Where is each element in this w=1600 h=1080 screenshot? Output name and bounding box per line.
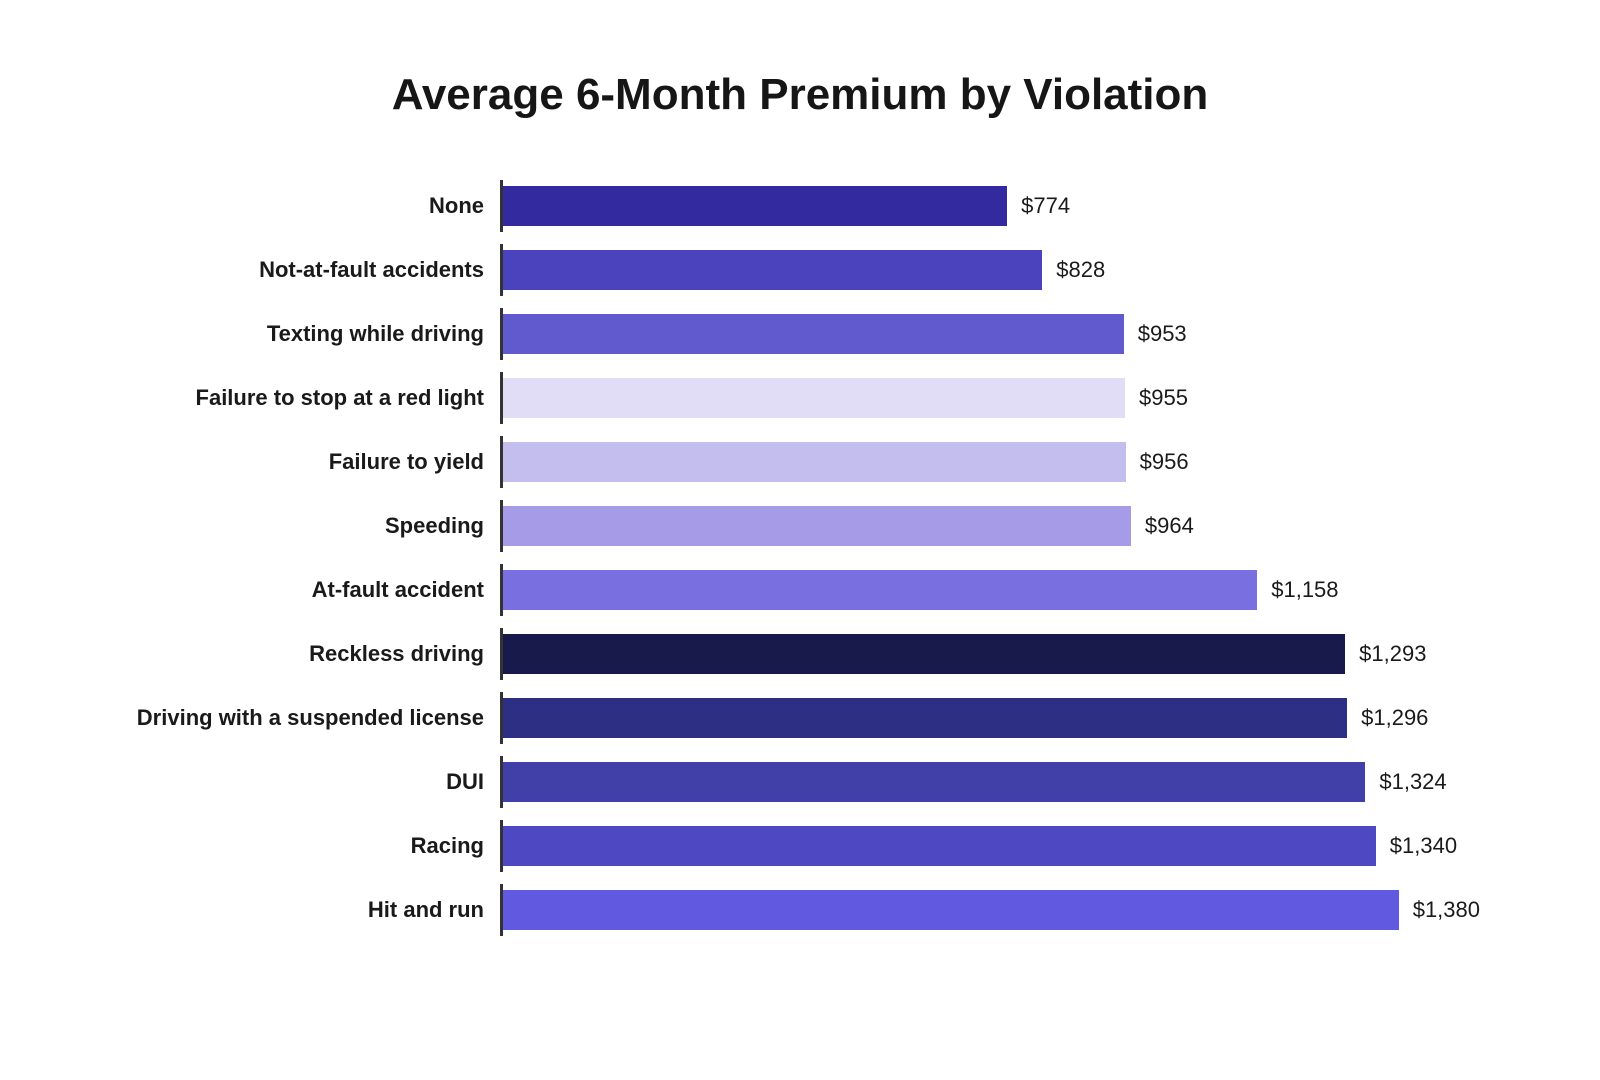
chart-row: Racing $1,340 (120, 820, 1480, 872)
value-label: $955 (1125, 385, 1188, 411)
bar-area: $1,158 (500, 564, 1480, 616)
bar (503, 506, 1131, 546)
chart-title: Average 6-Month Premium by Violation (120, 70, 1480, 120)
value-label: $1,340 (1376, 833, 1457, 859)
category-label: DUI (120, 769, 500, 795)
bar-chart: None $774 Not-at-fault accidents $828 Textin… (120, 180, 1480, 936)
chart-container: Average 6-Month Premium by Violation Non… (0, 0, 1600, 1080)
bar-area: $956 (500, 436, 1480, 488)
value-label: $1,158 (1257, 577, 1338, 603)
value-label: $964 (1131, 513, 1194, 539)
bar (503, 890, 1399, 930)
value-label: $956 (1126, 449, 1189, 475)
bar (503, 378, 1125, 418)
value-label: $1,296 (1347, 705, 1428, 731)
bar-area: $1,293 (500, 628, 1480, 680)
category-label: Speeding (120, 513, 500, 539)
bar (503, 698, 1347, 738)
category-label: None (120, 193, 500, 219)
bar (503, 314, 1124, 354)
category-label: Hit and run (120, 897, 500, 923)
category-label: Texting while driving (120, 321, 500, 347)
category-label: Not-at-fault accidents (120, 257, 500, 283)
bar (503, 186, 1007, 226)
chart-row: Speeding $964 (120, 500, 1480, 552)
category-label: At-fault accident (120, 577, 500, 603)
chart-row: DUI $1,324 (120, 756, 1480, 808)
chart-row: Failure to stop at a red light $955 (120, 372, 1480, 424)
value-label: $1,380 (1399, 897, 1480, 923)
value-label: $828 (1042, 257, 1105, 283)
bar (503, 826, 1376, 866)
category-label: Failure to stop at a red light (120, 385, 500, 411)
category-label: Reckless driving (120, 641, 500, 667)
chart-row: Driving with a suspended license $1,296 (120, 692, 1480, 744)
bar (503, 250, 1042, 290)
chart-row: None $774 (120, 180, 1480, 232)
value-label: $953 (1124, 321, 1187, 347)
bar-area: $953 (500, 308, 1480, 360)
bar-area: $828 (500, 244, 1480, 296)
bar-area: $1,296 (500, 692, 1480, 744)
chart-row: Not-at-fault accidents $828 (120, 244, 1480, 296)
value-label: $1,324 (1365, 769, 1446, 795)
bar-area: $1,340 (500, 820, 1480, 872)
bar-area: $1,380 (500, 884, 1480, 936)
category-label: Racing (120, 833, 500, 859)
value-label: $1,293 (1345, 641, 1426, 667)
bar-area: $964 (500, 500, 1480, 552)
chart-row: Hit and run $1,380 (120, 884, 1480, 936)
bar (503, 634, 1345, 674)
bar (503, 762, 1365, 802)
bar (503, 442, 1126, 482)
chart-row: Texting while driving $953 (120, 308, 1480, 360)
category-label: Driving with a suspended license (120, 705, 500, 731)
value-label: $774 (1007, 193, 1070, 219)
category-label: Failure to yield (120, 449, 500, 475)
chart-row: At-fault accident $1,158 (120, 564, 1480, 616)
bar-area: $955 (500, 372, 1480, 424)
bar-area: $1,324 (500, 756, 1480, 808)
chart-row: Reckless driving $1,293 (120, 628, 1480, 680)
chart-row: Failure to yield $956 (120, 436, 1480, 488)
bar-area: $774 (500, 180, 1480, 232)
bar (503, 570, 1257, 610)
